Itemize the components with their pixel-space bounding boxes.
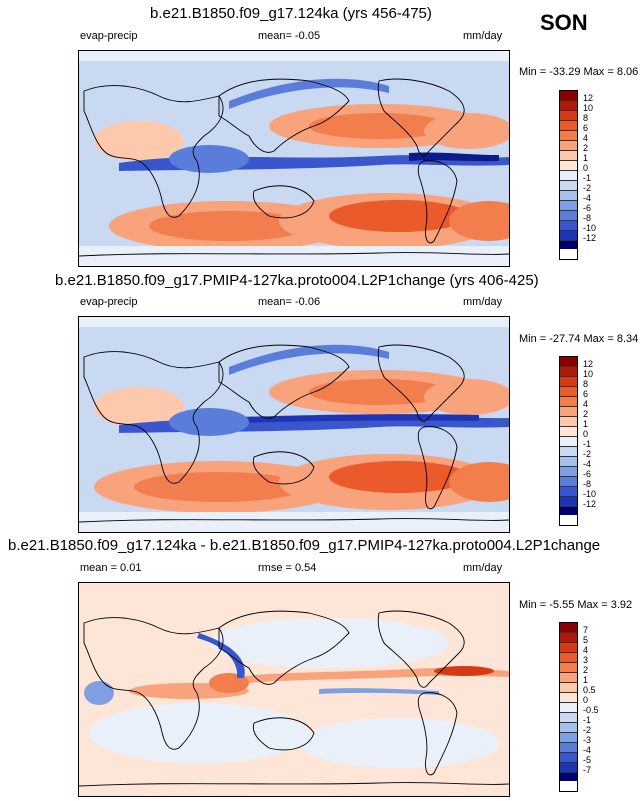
panel3-tick: -1 [583,715,592,725]
panel1-tick: -12 [583,233,597,243]
panel3-map [78,582,510,797]
panel3-units: mm/day [463,562,503,574]
panel1-tick: 8 [583,113,589,123]
panel3-tick: 1 [583,675,589,685]
panel1-tick: 1 [583,153,589,163]
panel3-tick: 0.5 [583,685,596,695]
panel2-tick: -6 [583,469,592,479]
panel1-tick: 2 [583,143,589,153]
panel3-tick: -0.5 [583,705,599,715]
panel3-mean: mean = 0.01 [80,562,142,574]
panel1-mean: mean= -0.05 [258,30,321,42]
panel2-field [79,317,509,532]
panel3-tick: -2 [583,725,592,735]
panel2-minmax: Min = -27.74 Max = 8.34 [519,333,639,345]
panel1-tick: -1 [583,173,592,183]
panel2-title: b.e21.B1850.f09_g17.PMIP4-127ka.proto004… [55,272,539,289]
panel3-tick: 4 [583,645,589,655]
panel1-tick: 0 [583,163,589,173]
season-label: SON [540,10,588,35]
panel2-tick: -10 [583,489,597,499]
panel2-mean: mean= -0.06 [258,296,321,308]
panel2-tick: -4 [583,459,592,469]
panel1-colorbar [559,90,578,260]
panel2-tick: 10 [583,369,594,379]
panel2-tick: -2 [583,449,592,459]
panel3-colorbar [559,622,578,792]
panel1-minmax: Min = -33.29 Max = 8.06 [519,66,639,78]
panel3-tick: -3 [583,735,592,745]
panel1-tick: 10 [583,103,594,113]
panel1-units: mm/day [463,30,503,42]
panel2-tick: -1 [583,439,592,449]
panel1-tick: -10 [583,223,597,233]
panel1-tick: -4 [583,193,592,203]
panel3-field [79,583,509,796]
panel1-tick: 4 [583,133,589,143]
panel2-tick: -8 [583,479,592,489]
panel2-tick: 12 [583,359,594,369]
panel1-tick: -6 [583,203,592,213]
panel2-tick: 6 [583,389,589,399]
panel3-tick: 0 [583,695,589,705]
panel3-ticks: 7 5 4 3 2 1 0.5 0 -0.5 -1 -2 -3 -4 -5 -7 [583,625,613,795]
panel1-tick: 6 [583,123,589,133]
panel1-ticks: 12 10 8 6 4 2 1 0 -1 -2 -4 -6 -8 -10 -12 [583,93,613,263]
panel1-tick: -2 [583,183,592,193]
panel2-units: mm/day [463,296,503,308]
panel2-tick: 4 [583,399,589,409]
panel2-variable: evap-precip [80,296,138,308]
panel3-tick: 2 [583,665,589,675]
panel3-tick: -4 [583,745,592,755]
panel1-title: b.e21.B1850.f09_g17.124ka (yrs 456-475) [150,5,432,22]
panel2-map [78,316,510,533]
panel2-tick: 1 [583,419,589,429]
panel3-minmax: Min = -5.55 Max = 3.92 [519,599,633,611]
panel3-tick: 3 [583,655,589,665]
panel1-field [79,51,509,266]
panel2-tick: 0 [583,429,589,439]
panel3-tick: -5 [583,755,592,765]
panel2-tick: 8 [583,379,589,389]
panel3-tick: -7 [583,765,592,775]
panel2-tick: -12 [583,499,597,509]
panel3-title: b.e21.B1850.f09_g17.124ka - b.e21.B1850.… [8,537,601,554]
panel3-tick: 7 [583,625,589,635]
panel1-tick: -8 [583,213,592,223]
panel1-map [78,50,510,267]
panel1-tick: 12 [583,93,594,103]
panel2-colorbar [559,356,578,526]
panel2-tick: 2 [583,409,589,419]
panel1-variable: evap-precip [80,30,138,42]
panel2-ticks: 12 10 8 6 4 2 1 0 -1 -2 -4 -6 -8 -10 -12 [583,359,613,529]
panel3-rmse: rmse = 0.54 [258,562,317,574]
panel3-tick: 5 [583,635,589,645]
